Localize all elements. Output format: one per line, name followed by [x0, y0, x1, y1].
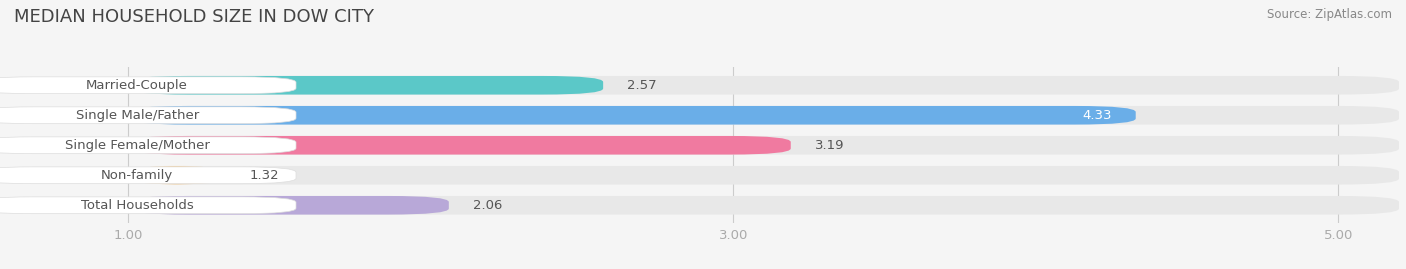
Text: MEDIAN HOUSEHOLD SIZE IN DOW CITY: MEDIAN HOUSEHOLD SIZE IN DOW CITY	[14, 8, 374, 26]
FancyBboxPatch shape	[128, 76, 603, 94]
Text: Total Households: Total Households	[80, 199, 194, 212]
Text: Single Male/Father: Single Male/Father	[76, 109, 198, 122]
Text: Non-family: Non-family	[101, 169, 173, 182]
Text: 1.32: 1.32	[249, 169, 278, 182]
FancyBboxPatch shape	[128, 166, 1399, 185]
FancyBboxPatch shape	[0, 197, 297, 214]
Text: Single Female/Mother: Single Female/Mother	[65, 139, 209, 152]
Text: Married-Couple: Married-Couple	[86, 79, 188, 92]
FancyBboxPatch shape	[0, 77, 297, 94]
FancyBboxPatch shape	[128, 76, 1399, 94]
Text: 4.33: 4.33	[1083, 109, 1112, 122]
FancyBboxPatch shape	[128, 166, 225, 185]
FancyBboxPatch shape	[128, 136, 1399, 155]
FancyBboxPatch shape	[128, 196, 449, 215]
FancyBboxPatch shape	[0, 167, 297, 184]
FancyBboxPatch shape	[128, 196, 1399, 215]
FancyBboxPatch shape	[0, 137, 297, 154]
Text: Source: ZipAtlas.com: Source: ZipAtlas.com	[1267, 8, 1392, 21]
FancyBboxPatch shape	[128, 136, 790, 155]
Text: 2.57: 2.57	[627, 79, 657, 92]
Text: 3.19: 3.19	[815, 139, 845, 152]
Text: 2.06: 2.06	[472, 199, 502, 212]
FancyBboxPatch shape	[128, 106, 1136, 125]
FancyBboxPatch shape	[128, 106, 1399, 125]
FancyBboxPatch shape	[0, 107, 297, 124]
